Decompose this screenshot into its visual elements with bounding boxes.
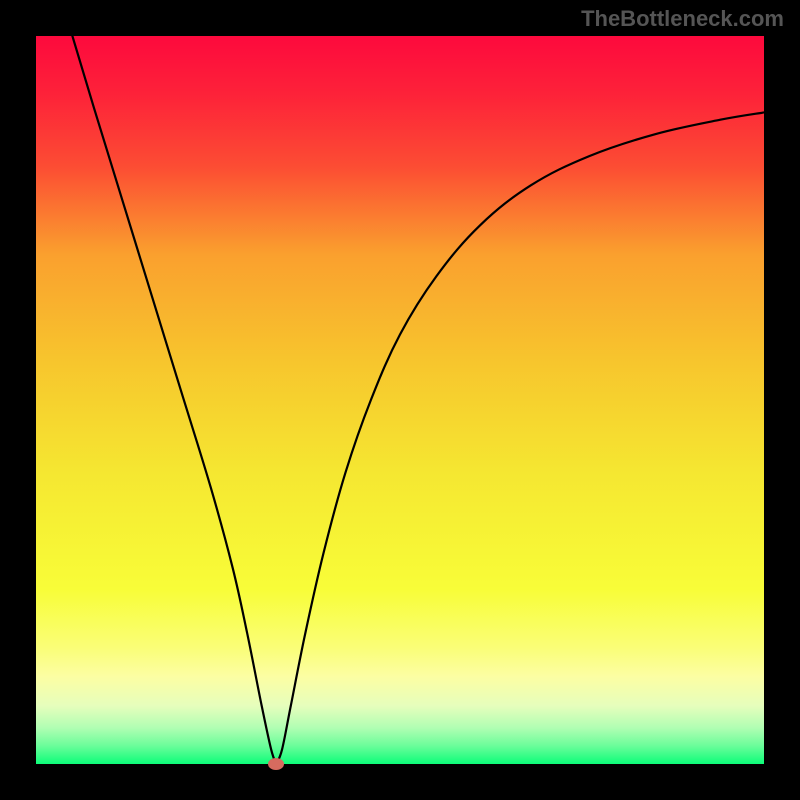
chart-canvas: TheBottleneck.com bbox=[0, 0, 800, 800]
bottleneck-curve bbox=[36, 36, 764, 764]
optimal-point-marker bbox=[268, 758, 284, 770]
watermark-text: TheBottleneck.com bbox=[581, 6, 784, 32]
plot-area bbox=[36, 36, 764, 764]
